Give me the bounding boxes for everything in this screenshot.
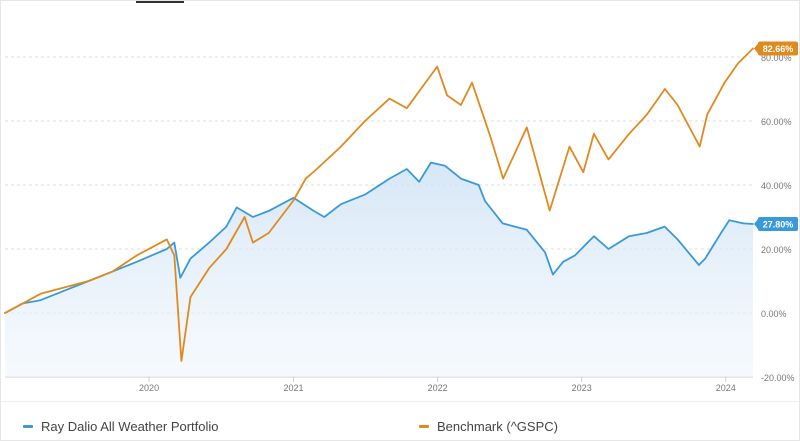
y-tick-label: 20.00% (761, 245, 792, 255)
legend-item-portfolio[interactable]: Ray Dalio All Weather Portfolio (23, 411, 219, 441)
legend-divider (1, 401, 799, 402)
series-line-0[interactable] (4, 161, 754, 314)
line-chart: -20.00% 0.00% 20.00% 40.00% 60.00% 80.00% 2020… (4, 41, 798, 393)
active-tab-indicator (136, 1, 184, 3)
svg-text:82.66%: 82.66% (763, 44, 794, 54)
legend-swatch-benchmark (419, 424, 429, 428)
series-end-label-0: 27.80% (754, 217, 798, 232)
series-area-0 (5, 162, 753, 377)
legend-label-portfolio: Ray Dalio All Weather Portfolio (41, 418, 219, 434)
series-end-label-1: 82.66% (754, 41, 798, 56)
legend-swatch-portfolio (23, 424, 33, 428)
y-tick-label: -20.00% (761, 373, 795, 383)
y-tick-label: 0.00% (761, 309, 787, 319)
x-tick-label: 2021 (284, 383, 304, 393)
svg-text:27.80%: 27.80% (763, 220, 794, 230)
x-tick-label: 2022 (428, 383, 448, 393)
legend-item-benchmark[interactable]: Benchmark (^GSPC) (419, 411, 558, 441)
y-tick-label: 80.00% (761, 53, 792, 63)
y-tick-label: 40.00% (761, 181, 792, 191)
y-tick-label: 60.00% (761, 117, 792, 127)
legend-label-benchmark: Benchmark (^GSPC) (437, 418, 558, 434)
x-tick-label: 2024 (716, 383, 736, 393)
x-tick-label: 2023 (572, 383, 592, 393)
series-line-1[interactable] (4, 47, 754, 362)
x-tick-label: 2020 (139, 383, 159, 393)
